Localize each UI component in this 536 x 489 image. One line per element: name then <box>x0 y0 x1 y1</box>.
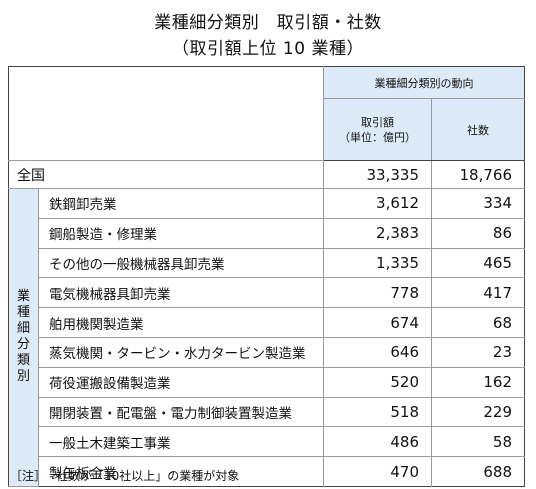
header-amount: 取引額 （単位：億円） <box>323 98 432 161</box>
industry-amount: 518 <box>323 397 432 428</box>
table-row: 電気機械器具卸売業 778 417 <box>9 277 525 309</box>
industry-amount: 1,335 <box>323 248 432 279</box>
industry-name: 電気機械器具卸売業 <box>38 277 324 309</box>
industry-rows: 業種細分類別鉄鋼卸売業 3,612 334 鋼船製造・修理業 2,383 86 その他の一般… <box>8 188 525 487</box>
side-category-label: 業種細分類別 <box>8 188 39 487</box>
side-label-char: 業 <box>16 289 30 305</box>
table-row: 舶用機関製造業 674 68 <box>9 307 525 338</box>
industry-amount: 3,612 <box>323 188 432 219</box>
total-row: 全国 33,335 18,766 <box>8 160 525 189</box>
total-amount: 33,335 <box>323 160 432 189</box>
table-row: 一般土木建築工事業 486 58 <box>9 426 525 458</box>
table-row: 業種細分類別鉄鋼卸売業 3,612 334 <box>8 188 525 487</box>
side-label-char: 類 <box>16 353 30 369</box>
industry-amount: 520 <box>323 367 432 398</box>
industry-amount: 646 <box>323 337 432 368</box>
industry-name: 製缶板金業 <box>49 465 117 482</box>
industry-companies: 23 <box>431 337 525 368</box>
industry-name: 蒸気機関・タービン・水力タービン製造業 <box>38 337 324 368</box>
industry-amount: 778 <box>323 277 432 309</box>
total-label: 全国 <box>8 160 324 189</box>
industry-name: 舶用機関製造業 <box>38 307 324 338</box>
header-companies: 社数 <box>431 98 525 161</box>
side-label-char: 細 <box>16 321 30 337</box>
industry-amount: 486 <box>323 426 432 458</box>
footnote: ［注］ 社数が「10社以上」の業種が対象 <box>10 467 239 484</box>
table-row: 開閉装置・配電盤・電力制御装置製造業 518 229 <box>9 397 525 428</box>
industry-name: 一般土木建築工事業 <box>38 426 324 458</box>
industry-name: 鉄鋼卸売業 <box>38 188 324 219</box>
header-amount-unit: （単位：億円） <box>339 130 416 144</box>
table-row: 荷役運搬設備製造業 520 162 <box>9 367 525 398</box>
industry-name: 荷役運搬設備製造業 <box>38 367 324 398</box>
industry-companies: 68 <box>431 307 525 338</box>
industry-amount: 674 <box>323 307 432 338</box>
header-amount-label: 取引額 <box>361 115 394 129</box>
header-row-group: 業種細分類別の動向 <box>8 66 525 161</box>
table-row: 鋼船製造・修理業 2,383 86 <box>9 218 525 249</box>
industry-companies: 86 <box>431 218 525 249</box>
industry-name: 開閉装置・配電盤・電力制御装置製造業 <box>38 397 324 428</box>
page-subtitle: （取引額上位 10 業種） <box>172 39 364 59</box>
table-row: その他の一般機械器具卸売業 1,335 465 <box>9 248 525 279</box>
table-row: 蒸気機関・タービン・水力タービン製造業 646 23 <box>9 337 525 368</box>
industry-amount: 470 <box>323 456 432 487</box>
total-companies: 18,766 <box>431 160 525 189</box>
side-label-char: 種 <box>16 305 30 321</box>
table-row: 製缶板金業 470 688 <box>9 456 525 487</box>
industry-table: 業種細分類別の動向 取引額 （単位：億円） 社数 全国 33,335 18,76… <box>8 66 525 487</box>
industry-name: その他の一般機械器具卸売業 <box>38 248 324 279</box>
industry-amount: 2,383 <box>323 218 432 249</box>
header-group-label: 業種細分類別の動向 <box>323 66 525 99</box>
industry-companies: 688 <box>431 456 525 487</box>
industry-companies: 417 <box>431 277 525 309</box>
side-label-char: 分 <box>16 337 30 353</box>
side-label-char: 別 <box>16 369 30 385</box>
page-title: 業種細分類別 取引額・社数 <box>154 13 382 33</box>
industry-companies: 229 <box>431 397 525 428</box>
header-blank-cell <box>8 66 324 161</box>
industry-companies: 334 <box>431 188 525 219</box>
header-row-columns: 取引額 （単位：億円） 社数 <box>9 98 525 161</box>
footnote-text: 社数が「10社以上」の業種が対象 <box>56 469 240 483</box>
industry-companies: 58 <box>431 426 525 458</box>
industry-companies: 465 <box>431 248 525 279</box>
industry-name: 鋼船製造・修理業 <box>38 218 324 249</box>
industry-companies: 162 <box>431 367 525 398</box>
footnote-bracket: ［注］ <box>10 469 47 483</box>
